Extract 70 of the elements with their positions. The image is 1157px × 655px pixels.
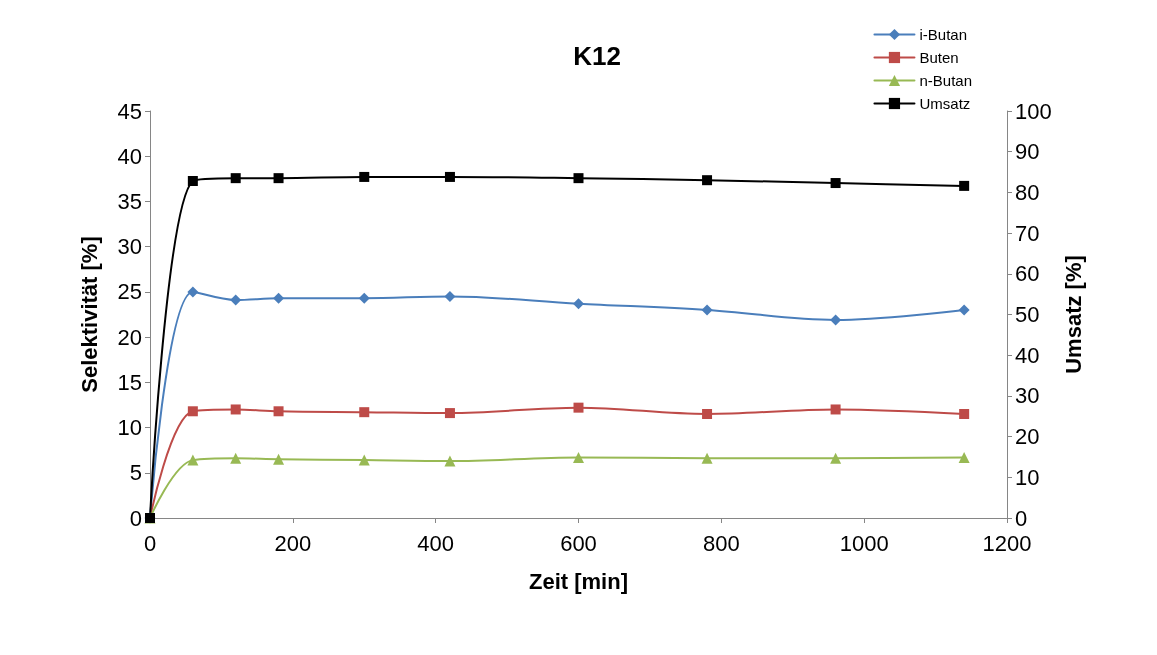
point — [958, 304, 970, 316]
y2-tick-label: 100 — [1015, 98, 1052, 124]
point — [830, 452, 842, 464]
y-tick-label: 25 — [117, 279, 142, 305]
point — [958, 451, 970, 463]
point — [444, 408, 455, 419]
point — [830, 404, 841, 415]
y2-axis-title: Umsatz [%] — [1061, 255, 1087, 374]
x-tick-label: 400 — [417, 530, 455, 556]
y2-tick-label: 80 — [1015, 179, 1040, 205]
y2-tick-label: 70 — [1015, 220, 1040, 246]
point — [187, 454, 199, 466]
point — [273, 173, 284, 184]
legend-label: Umsatz — [919, 95, 971, 112]
y-tick-label: 30 — [117, 234, 142, 260]
point — [230, 452, 242, 464]
point — [230, 294, 242, 306]
point — [187, 176, 198, 186]
point — [573, 173, 584, 184]
y-axis-title: Selektivität [%] — [76, 236, 102, 393]
y-tick-label: 0 — [129, 505, 142, 531]
x-tick-label: 200 — [274, 530, 312, 556]
point — [187, 286, 199, 298]
point — [444, 290, 456, 302]
y-tick-label: 40 — [117, 143, 142, 169]
point — [444, 171, 455, 182]
point — [959, 408, 970, 419]
point — [230, 404, 241, 415]
legend-label: i-Butan — [919, 26, 967, 43]
legend-label: n-Butan — [919, 72, 973, 89]
x-tick-label: 1000 — [839, 530, 889, 556]
y2-tick-label: 20 — [1015, 424, 1040, 450]
x-tick-label: 600 — [560, 530, 597, 556]
point — [701, 304, 713, 316]
y2-tick-label: 30 — [1015, 383, 1040, 409]
point — [573, 402, 584, 413]
x-axis-title: Zeit [min] — [529, 568, 628, 594]
point — [959, 180, 970, 191]
legend-label: Buten — [919, 49, 959, 66]
y-tick-label: 45 — [117, 98, 142, 124]
point — [444, 455, 456, 467]
point — [359, 171, 370, 182]
point — [187, 406, 198, 417]
y2-tick-label: 0 — [1015, 505, 1028, 531]
x-tick-label: 800 — [702, 530, 740, 556]
y-tick-label: 10 — [117, 415, 142, 441]
y-tick-label: 20 — [117, 324, 142, 350]
point — [273, 406, 284, 417]
point — [702, 175, 713, 186]
y-tick-label: 5 — [129, 460, 142, 486]
point — [359, 407, 370, 418]
y2-tick-label: 10 — [1015, 464, 1040, 490]
y2-tick-label: 90 — [1015, 139, 1040, 165]
point — [702, 408, 713, 419]
y2-tick-label: 40 — [1015, 342, 1040, 368]
point — [830, 178, 841, 189]
point — [273, 292, 285, 304]
y2-tick-label: 60 — [1015, 261, 1040, 287]
point — [573, 298, 584, 310]
point — [230, 173, 241, 184]
y2-tick-label: 50 — [1015, 302, 1040, 327]
y-tick-label: 35 — [117, 188, 142, 214]
x-tick-label: 1200 — [982, 530, 1032, 556]
point — [701, 452, 713, 464]
point — [573, 451, 584, 463]
chart-title: K12 — [573, 41, 621, 71]
point — [358, 292, 370, 304]
y-tick-label: 15 — [117, 369, 142, 395]
point — [358, 454, 370, 466]
point — [273, 453, 285, 465]
